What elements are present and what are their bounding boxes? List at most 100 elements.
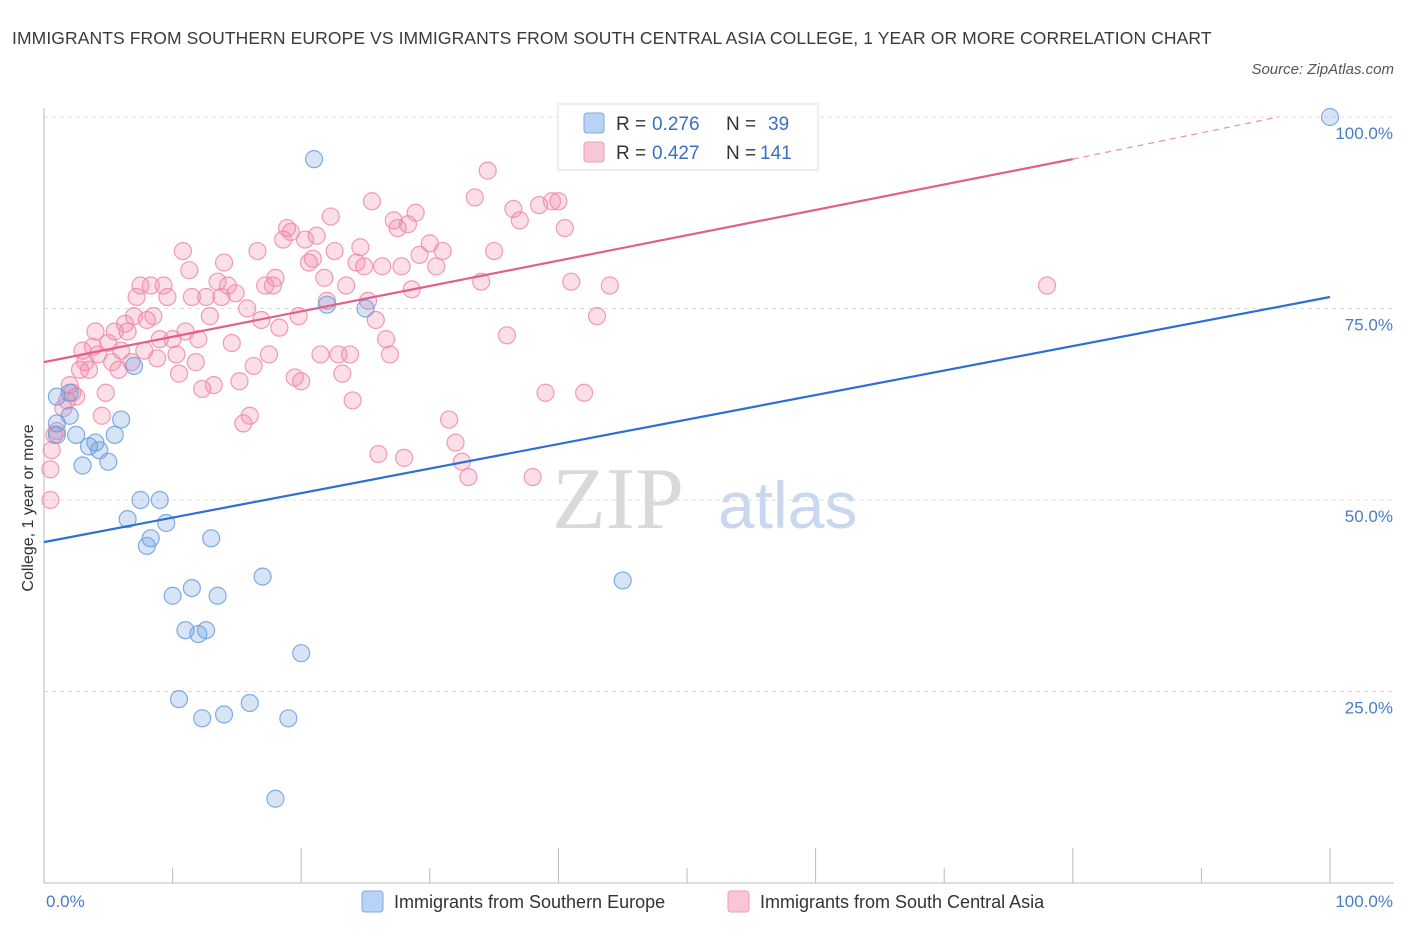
point-series-0-2 bbox=[47, 425, 66, 444]
point-series-1-94 bbox=[366, 310, 385, 330]
point-series-0-32 bbox=[266, 789, 285, 808]
point-series-1-90 bbox=[351, 238, 370, 257]
point-series-0-28 bbox=[208, 586, 227, 605]
point-series-1-2 bbox=[42, 441, 61, 460]
point-series-0-14 bbox=[124, 356, 144, 376]
legend-r-southern-europe: 0.276 bbox=[652, 114, 700, 135]
y-axis-label: College, 1 year or more bbox=[20, 424, 37, 591]
point-series-1-32 bbox=[141, 276, 160, 295]
point-series-0-5 bbox=[67, 425, 86, 444]
x-tick-label-0: 0.0% bbox=[46, 892, 85, 911]
point-series-1-98 bbox=[380, 345, 400, 364]
legend-swatch-south-central-asia bbox=[583, 141, 605, 163]
bottom-legend-label-south-central-asia: Immigrants from South Central Asia bbox=[760, 892, 1045, 912]
point-series-1-65 bbox=[259, 345, 279, 364]
data-points bbox=[41, 107, 1340, 808]
point-series-1-25 bbox=[118, 322, 137, 341]
point-series-1-130 bbox=[600, 276, 619, 295]
point-series-1-129 bbox=[587, 307, 607, 326]
point-series-1-102 bbox=[394, 448, 414, 467]
point-series-1-78 bbox=[307, 226, 326, 245]
y-tick-label-0: 25.0% bbox=[1345, 699, 1393, 718]
legend-swatch-southern-europe bbox=[583, 112, 605, 134]
point-series-1-85 bbox=[333, 364, 352, 383]
trend-lines bbox=[43, 116, 1331, 544]
point-series-1-74 bbox=[292, 372, 311, 391]
point-series-1-131 bbox=[1037, 276, 1057, 295]
point-series-1-40 bbox=[169, 364, 189, 383]
point-series-0-20 bbox=[163, 586, 182, 605]
point-series-1-55 bbox=[222, 333, 241, 353]
point-series-1-75 bbox=[295, 230, 315, 249]
point-series-1-88 bbox=[343, 391, 362, 410]
point-series-1-127 bbox=[562, 272, 581, 291]
point-series-1-83 bbox=[325, 241, 344, 261]
point-series-1-120 bbox=[510, 211, 529, 230]
point-series-0-27 bbox=[202, 529, 221, 548]
point-series-0-13 bbox=[118, 510, 137, 529]
point-series-1-123 bbox=[536, 383, 555, 402]
y-tick-labels: 25.0% 50.0% 75.0% 100.0% bbox=[1335, 124, 1393, 718]
point-series-1-105 bbox=[406, 203, 425, 222]
point-series-1-126 bbox=[555, 218, 574, 238]
legend-n-label-southern-europe: N = bbox=[726, 114, 756, 135]
point-series-1-109 bbox=[433, 241, 452, 261]
bottom-legend-label-southern-europe: Immigrants from Southern Europe bbox=[394, 892, 665, 912]
axes bbox=[43, 108, 1394, 884]
point-series-1-39 bbox=[167, 345, 186, 364]
point-series-0-10 bbox=[99, 452, 118, 471]
point-series-1-119 bbox=[504, 199, 523, 219]
point-series-1-64 bbox=[256, 276, 275, 295]
point-series-1-68 bbox=[270, 318, 289, 337]
point-series-1-124 bbox=[542, 192, 562, 211]
point-series-1-57 bbox=[230, 372, 249, 391]
point-series-1-4 bbox=[47, 421, 66, 441]
point-series-1-21 bbox=[105, 322, 124, 341]
bottom-legend-swatch-south-central-asia bbox=[727, 890, 750, 913]
point-series-1-77 bbox=[303, 249, 322, 268]
point-series-1-1 bbox=[41, 460, 60, 479]
point-series-1-118 bbox=[497, 326, 517, 345]
point-series-1-96 bbox=[373, 257, 392, 276]
trend-line-series-1 bbox=[43, 158, 1074, 364]
point-series-1-62 bbox=[248, 241, 267, 261]
chart-source: Source: ZipAtlas.com bbox=[1251, 61, 1394, 78]
point-series-0-15 bbox=[131, 490, 150, 510]
point-series-0-11 bbox=[105, 425, 124, 444]
point-series-0-17 bbox=[141, 529, 160, 548]
point-series-1-43 bbox=[180, 261, 199, 280]
point-series-1-54 bbox=[218, 276, 237, 295]
point-series-1-110 bbox=[439, 410, 459, 429]
point-series-1-101 bbox=[392, 257, 411, 276]
point-series-1-53 bbox=[214, 253, 234, 272]
point-series-1-61 bbox=[244, 356, 263, 376]
watermark-zip: ZIP bbox=[552, 451, 684, 548]
point-series-0-31 bbox=[253, 567, 272, 586]
point-series-0-21 bbox=[169, 690, 189, 709]
point-series-1-49 bbox=[200, 307, 219, 326]
point-series-1-59 bbox=[238, 299, 257, 318]
point-series-1-48 bbox=[196, 287, 216, 307]
point-series-1-18 bbox=[96, 383, 115, 402]
point-series-1-51 bbox=[208, 272, 227, 291]
point-series-0-33 bbox=[279, 709, 298, 728]
y-tick-label-1: 50.0% bbox=[1345, 507, 1393, 526]
point-series-0-30 bbox=[240, 693, 259, 713]
point-series-0-29 bbox=[214, 705, 234, 724]
point-series-1-33 bbox=[144, 307, 163, 326]
legend-n-south-central-asia: 141 bbox=[760, 143, 792, 164]
point-series-1-125 bbox=[549, 192, 568, 211]
point-series-1-71 bbox=[281, 222, 301, 241]
point-series-1-28 bbox=[127, 287, 146, 307]
x-tick-label-1: 100.0% bbox=[1335, 892, 1393, 911]
point-series-1-111 bbox=[446, 433, 465, 452]
point-series-1-45 bbox=[186, 353, 205, 372]
point-series-1-82 bbox=[321, 207, 340, 226]
point-series-1-117 bbox=[485, 241, 504, 261]
point-series-0-23 bbox=[182, 578, 201, 598]
legend-r-label-south-central-asia: R = bbox=[616, 143, 646, 164]
point-series-0-3 bbox=[60, 383, 79, 402]
point-series-1-52 bbox=[212, 287, 231, 307]
y-tick-label-3: 100.0% bbox=[1335, 124, 1393, 143]
y-tick-label-2: 75.0% bbox=[1345, 316, 1393, 335]
